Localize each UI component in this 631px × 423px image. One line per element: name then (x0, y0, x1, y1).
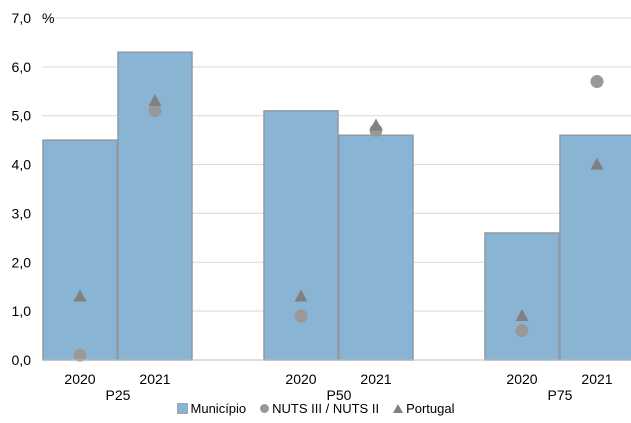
y-tick-label: 5,0 (12, 108, 32, 124)
y-tick-label: 4,0 (12, 157, 32, 173)
y-tick-label: 1,0 (12, 303, 32, 319)
point-nuts (73, 348, 87, 362)
y-tick-label: 2,0 (12, 254, 32, 270)
bars (42, 51, 631, 361)
point-nuts (148, 104, 162, 118)
legend-label-portugal: Portugal (406, 401, 455, 416)
legend-item-municipio: Município (176, 401, 247, 416)
point-portugal (73, 289, 87, 302)
y-tick-label: 0,0 (12, 352, 32, 368)
x-category-label: 2020 (506, 371, 537, 387)
bar-municipio (559, 134, 631, 361)
point-portugal (369, 118, 383, 131)
legend-triangle-swatch (393, 404, 404, 413)
x-category-label: 2020 (64, 371, 95, 387)
point-portugal (148, 94, 162, 107)
axes: 0,0 1,0 2,0 3,0 4,0 5,0 6,0 7,0 2020 2021 2020 2021… (12, 10, 631, 403)
point-nuts (590, 75, 604, 89)
legend-label-municipio: Município (190, 401, 247, 416)
markers (73, 75, 604, 362)
bar-municipio (263, 110, 339, 361)
legend-circle-swatch (260, 404, 270, 413)
legend-item-portugal: Portugal (393, 401, 454, 416)
x-category-label: 2021 (139, 371, 170, 387)
y-tick-label: 6,0 (12, 59, 32, 75)
x-category-label: 2021 (360, 371, 391, 387)
bar-municipio (484, 232, 560, 361)
y-axis-unit-label: % (42, 10, 54, 26)
legend-label-nuts: NUTS III / NUTS II (272, 401, 380, 416)
legend-bar-swatch (176, 403, 188, 414)
point-nuts (294, 309, 308, 323)
x-group-label: P25 (106, 387, 131, 403)
point-portugal (590, 157, 604, 170)
x-group-label: P50 (327, 387, 352, 403)
bar-municipio (42, 139, 118, 361)
y-tick-label: 3,0 (12, 205, 32, 221)
y-tick-label: 7,0 (12, 10, 32, 26)
legend-item-nuts: NUTS III / NUTS II (260, 401, 379, 416)
x-category-label: 2021 (581, 371, 612, 387)
legend: Município NUTS III / NUTS II Portugal (0, 401, 631, 416)
point-portugal (294, 289, 308, 302)
point-nuts (515, 324, 529, 338)
bar-municipio (338, 134, 414, 361)
x-group-label: P75 (548, 387, 573, 403)
x-category-label: 2020 (285, 371, 316, 387)
point-portugal (515, 309, 529, 322)
